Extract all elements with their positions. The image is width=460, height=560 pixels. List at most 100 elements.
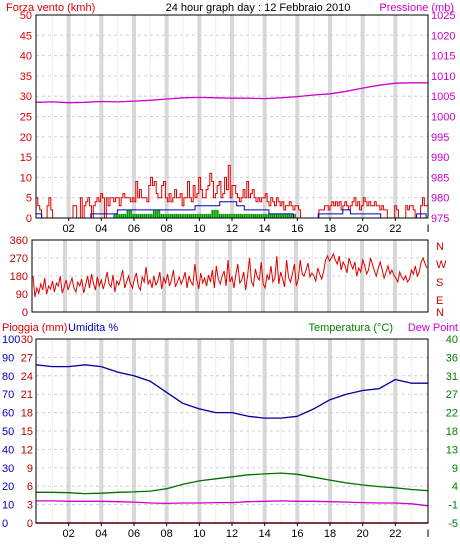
y-tick-label-direction: 270	[10, 253, 28, 265]
y-tick-label-rain: 15	[21, 426, 33, 438]
compass-tick-label: W	[436, 259, 447, 271]
y-tick-label-pressure: 980	[431, 193, 449, 205]
humidity-axis-title: Umidita %	[68, 322, 118, 334]
y-tick-label-direction: 180	[10, 271, 28, 283]
y-tick-label-temperature: 40	[446, 334, 458, 346]
x-tick-label: 10	[193, 223, 205, 235]
x-tick-label: 18	[324, 223, 336, 235]
x-tick-label: I	[426, 528, 429, 540]
y-tick-label-rain: 27	[21, 352, 33, 364]
y-tick-label-humidity: 80	[2, 371, 14, 383]
pressure-axis-title: Pressione (mb)	[379, 2, 454, 14]
y-tick-label-temperature: 18	[446, 426, 458, 438]
x-tick-label: 10	[193, 528, 205, 540]
y-tick-label-wind: 30	[20, 91, 32, 103]
y-tick-label-pressure: 1000	[431, 112, 455, 124]
y-tick-label-temperature: -1	[448, 500, 458, 512]
x-tick-label: 12	[226, 223, 238, 235]
y-tick-label-wind: 50	[20, 10, 32, 22]
y-tick-label-wind: 45	[20, 30, 32, 42]
y-tick-label-humidity: 100	[2, 334, 20, 346]
y-tick-label-pressure: 1005	[431, 91, 455, 103]
compass-tick-label: S	[436, 277, 443, 289]
temp-humidity-panel: 0102030405060708090100036912151821242730…	[2, 334, 458, 540]
y-tick-label-humidity: 10	[2, 500, 14, 512]
x-tick-label: 22	[389, 528, 401, 540]
compass-tick-label: N	[436, 307, 444, 319]
pressure-series	[35, 82, 428, 104]
y-tick-label-temperature: 27	[446, 389, 458, 401]
y-tick-label-temperature: 31	[446, 371, 458, 383]
y-tick-label-pressure: 975	[431, 213, 449, 225]
y-tick-label-humidity: 0	[2, 518, 8, 530]
y-tick-label-humidity: 70	[2, 389, 14, 401]
y-tick-label-wind: 25	[20, 112, 32, 124]
y-tick-label-humidity: 60	[2, 408, 14, 420]
y-tick-label-rain: 3	[27, 500, 33, 512]
y-tick-label-temperature: 4	[452, 481, 458, 493]
y-tick-label-direction: 0	[22, 307, 28, 319]
y-tick-label-wind: 10	[20, 172, 32, 184]
y-tick-label-rain: 6	[27, 481, 33, 493]
y-tick-label-pressure: 1010	[431, 71, 455, 83]
y-tick-label-wind: 0	[26, 213, 32, 225]
dewpoint-axis-title: Dew Point	[408, 322, 458, 334]
y-tick-label-humidity: 20	[2, 481, 14, 493]
y-tick-label-rain: 24	[21, 371, 33, 383]
x-tick-label: 22	[389, 223, 401, 235]
temperature-axis-title: Temperatura (°C)	[309, 322, 393, 334]
y-tick-label-rain: 18	[21, 408, 33, 420]
x-tick-label: 14	[259, 223, 271, 235]
x-tick-label: 02	[63, 528, 75, 540]
y-tick-label-rain: 21	[21, 389, 33, 401]
x-tick-label: 20	[357, 528, 369, 540]
x-tick-label: 02	[63, 223, 75, 235]
x-tick-label: 18	[324, 528, 336, 540]
temperature-series	[36, 472, 429, 495]
y-tick-label-humidity: 40	[2, 444, 14, 456]
y-tick-label-wind: 40	[20, 51, 32, 63]
y-tick-label-temperature: 36	[446, 352, 458, 364]
x-tick-label: 04	[95, 223, 107, 235]
dewpoint-series	[36, 500, 429, 507]
x-tick-label: 04	[95, 528, 107, 540]
compass-tick-label: E	[436, 295, 443, 307]
x-tick-label: 12	[226, 528, 238, 540]
page-title: 24 hour graph day : 12 Febbraio 2010	[166, 2, 351, 14]
wind-max-series	[36, 164, 428, 219]
y-tick-label-pressure: 985	[431, 172, 449, 184]
y-tick-label-humidity: 30	[2, 463, 14, 475]
y-tick-label-pressure: 990	[431, 152, 449, 164]
y-tick-label-rain: 30	[21, 334, 33, 346]
wind-direction-series	[32, 252, 428, 298]
x-tick-label: 08	[161, 223, 173, 235]
y-tick-label-wind: 35	[20, 71, 32, 83]
y-tick-label-temperature: 9	[452, 463, 458, 475]
wind-axis-title: Forza vento (kmh)	[6, 2, 95, 14]
y-tick-label-temperature: 22	[446, 408, 458, 420]
plot-border	[31, 239, 429, 313]
y-tick-label-wind: 15	[20, 152, 32, 164]
y-tick-label-pressure: 1025	[431, 10, 455, 22]
y-tick-label-pressure: 995	[431, 132, 449, 144]
humidity-series	[35, 364, 428, 419]
wind-pressure-panel: 0510152025303540455097598098599099510001…	[20, 10, 456, 235]
y-tick-label-pressure: 1020	[431, 30, 455, 42]
x-tick-label: 08	[161, 528, 173, 540]
x-tick-label: 20	[357, 223, 369, 235]
y-tick-label-rain: 9	[27, 463, 33, 475]
y-tick-label-direction: 360	[10, 235, 28, 247]
y-tick-label-rain: 0	[27, 518, 33, 530]
y-tick-label-humidity: 90	[2, 352, 14, 364]
x-tick-label: 16	[291, 223, 303, 235]
x-tick-label: 16	[291, 528, 303, 540]
x-tick-label: 06	[128, 223, 140, 235]
wind-avg-series	[36, 201, 428, 219]
y-tick-label-rain: 12	[21, 444, 33, 456]
y-tick-label-temperature: 13	[446, 444, 458, 456]
y-tick-label-wind: 20	[20, 132, 32, 144]
rain-axis-title: Pioggia (mm)	[2, 322, 67, 334]
